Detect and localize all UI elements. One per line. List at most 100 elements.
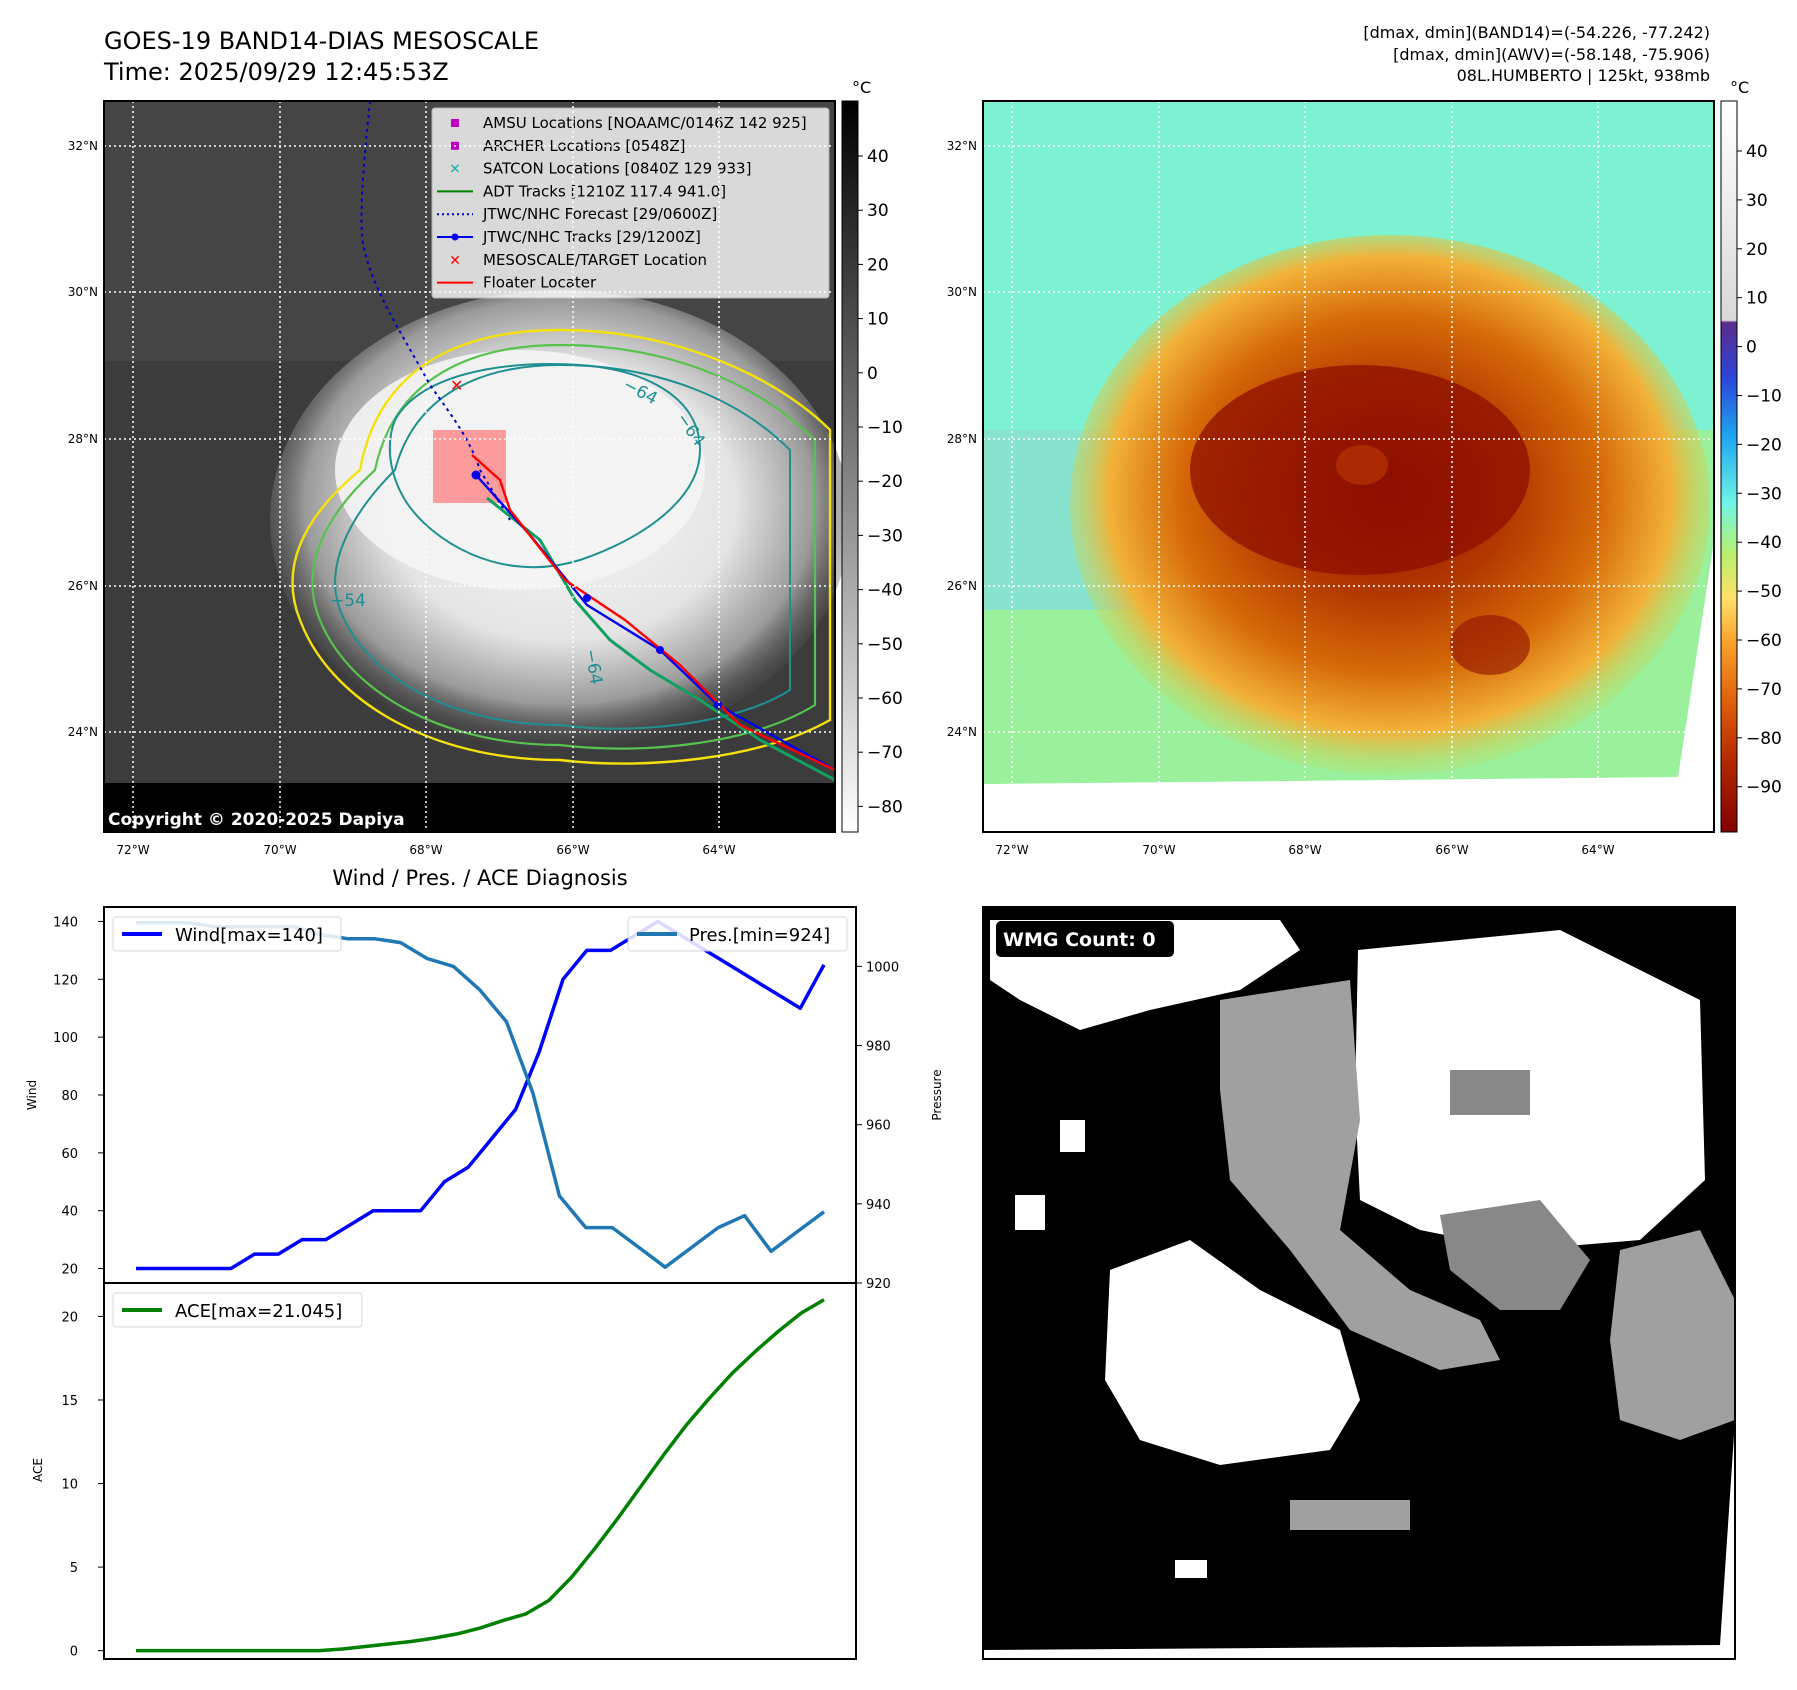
wind-ytick-label: 140: [53, 915, 78, 930]
pres-ytick-label: 920: [866, 1277, 891, 1292]
wind-line: [136, 919, 826, 1271]
legend-marker: ✕: [449, 162, 461, 178]
ir-map-lon-label: 68°W: [409, 843, 442, 857]
gray-colorbar-tick-label: −60: [867, 689, 903, 709]
map-legend: AMSU Locations [NOAAMC/0146Z 142 925]ARC…: [431, 107, 830, 299]
color-map-lat-label: 30°N: [947, 285, 977, 299]
copyright-bar: [104, 783, 835, 832]
color-colorbar-tick-label: −10: [1746, 387, 1782, 407]
ir-map-lon-label: 64°W: [702, 843, 735, 857]
target-marker: ✕: [450, 376, 463, 395]
figure-title: GOES-19 BAND14-DIAS MESOSCALE: [104, 27, 539, 55]
gray-colorbar-tick-label: −30: [867, 526, 903, 546]
forecast-track: [360, 100, 511, 521]
contour-green: [311, 343, 817, 750]
color-storm-eye: [1336, 445, 1388, 485]
ace-ytick-label: 15: [61, 1394, 78, 1409]
color-map-lat-label: 24°N: [947, 725, 977, 739]
color-colorbar-tick-label: −50: [1746, 582, 1782, 602]
wind-axis-label: Wind: [25, 1080, 39, 1110]
copyright-text: Copyright © 2020-2025 Dapiya: [108, 810, 405, 830]
pres-ytick-label: 1000: [866, 960, 899, 975]
legend-marker-dot: [451, 233, 459, 241]
gray-colorbar-unit: °C: [852, 78, 871, 97]
ace-ytick-label: 0: [70, 1645, 78, 1660]
color-colorbar-tick-label: −60: [1746, 631, 1782, 651]
gray-colorbar: °C 40 30 20 10 0 −10 −20 −30 −40 −50 −60 −70 −80: [841, 78, 903, 833]
legend-box: [431, 107, 830, 299]
storm-info: 08L.HUMBERTO | 125kt, 938mb: [1457, 66, 1710, 85]
color-map-lat-label: 32°N: [947, 139, 977, 153]
ir-map-lon-label: 70°W: [263, 843, 296, 857]
ace-legend-label: ACE[max=21.045]: [175, 1301, 342, 1322]
wind-ytick-label: 120: [53, 973, 78, 988]
mesoscale-box: [433, 430, 506, 503]
wind-ytick-label: 40: [61, 1205, 78, 1220]
ir-map-lon-label: 66°W: [556, 843, 589, 857]
wmg-white-patch-7: [1060, 1120, 1085, 1152]
wind-pressure-chart: Wind / Pres. / ACE Diagnosis Wind Pressu…: [25, 866, 944, 1292]
color-colorbar-tick-label: −40: [1746, 533, 1782, 553]
gray-colorbar-tick-label: −50: [867, 635, 903, 655]
floater-track: [471, 454, 836, 772]
gray-colorbar-tick-label: −80: [867, 797, 903, 817]
diagnosis-title: Wind / Pres. / ACE Diagnosis: [332, 866, 627, 890]
color-cell: [1450, 615, 1530, 675]
legend-label: JTWC/NHC Tracks [29/1200Z]: [482, 228, 701, 246]
legend-label: Floater Locater: [483, 274, 597, 292]
color-colorbar-tick-label: −80: [1746, 729, 1782, 749]
color-map-frame: [982, 100, 1715, 833]
gray-colorbar-tick-label: 40: [867, 147, 889, 167]
gray-colorbar-tick-label: 0: [867, 364, 878, 384]
ir-map-grid: 72°W 70°W 68°W 66°W 64°W 32°N 30°N 28°N 26°N 24°N: [68, 101, 835, 857]
color-map-lat-label: 28°N: [947, 432, 977, 446]
legend-label: ADT Tracks [1210Z 117.4 941.0]: [483, 182, 726, 200]
adt-track: [486, 496, 836, 782]
wmg-gray-region-1: [1220, 980, 1500, 1370]
wmg-white-patch-8: [1175, 1560, 1207, 1578]
ace-chart: ACE 0 5 10 15 20 ACE[max=21.045]: [31, 1282, 857, 1660]
wmg-gray-patch-4: [1450, 1070, 1530, 1115]
wmg-label: WMG Count: 0: [1003, 929, 1156, 951]
stats-band14: [dmax, dmin](BAND14)=(-54.226, -77.242): [1363, 23, 1710, 42]
ace-ytick-label: 10: [61, 1478, 78, 1493]
ir-map-lon-label: 72°W: [116, 843, 149, 857]
jtwc-point-1: [471, 470, 481, 480]
wind-ytick-label: 20: [61, 1263, 78, 1278]
wind-ytick-label: 100: [53, 1031, 78, 1046]
contour-yellow: [291, 328, 832, 765]
pres-ytick-label: 960: [866, 1119, 891, 1134]
color-map-lon-label: 64°W: [1581, 843, 1614, 857]
color-colorbar-tick-label: 20: [1746, 240, 1768, 260]
ace-ytick-label: 20: [61, 1310, 78, 1325]
gray-colorbar-tick-label: 30: [867, 201, 889, 221]
gray-colorbar-tick-label: −70: [867, 743, 903, 763]
color-colorbar-tick-label: −30: [1746, 484, 1782, 504]
ir-map-lat-label: 32°N: [68, 139, 98, 153]
wind-ytick-label: 60: [61, 1147, 78, 1162]
color-colorbar-bar: [1720, 100, 1738, 833]
jtwc-point-3: [656, 646, 664, 654]
ir-map-lat-label: 28°N: [68, 432, 98, 446]
legend-marker: [451, 119, 459, 127]
ace-ytick-label: 5: [70, 1561, 78, 1576]
gray-colorbar-tick-label: −20: [867, 472, 903, 492]
color-colorbar-tick-label: −90: [1746, 778, 1782, 798]
pres-legend-box: [627, 916, 848, 952]
wmg-white-patch-6: [1015, 1195, 1045, 1230]
wind-legend-label: Wind[max=140]: [175, 925, 323, 946]
ace-legend: ACE[max=21.045]: [112, 1292, 363, 1328]
contour-teal-outer: [334, 363, 791, 730]
pres-legend-label: Pres.[min=924]: [689, 925, 830, 946]
legend-label: SATCON Locations [0840Z 129 933]: [483, 160, 751, 178]
wmg-label-box: [996, 921, 1174, 957]
wmg-frame: [982, 906, 1736, 1660]
figure-time: Time: 2025/09/29 12:45:53Z: [103, 58, 449, 86]
color-map-panel: 72°W 70°W 68°W 66°W 64°W 32°N 30°N 28°N 26°N 24°N: [947, 100, 1715, 857]
ace-plot-frame: [103, 1282, 857, 1660]
ace-legend-box: [112, 1292, 363, 1328]
color-colorbar-tick-label: −70: [1746, 680, 1782, 700]
contour-label-3: −54: [330, 591, 366, 611]
wind-plot-frame: [103, 906, 857, 1284]
wmg-white-region-2: [1105, 1240, 1360, 1465]
